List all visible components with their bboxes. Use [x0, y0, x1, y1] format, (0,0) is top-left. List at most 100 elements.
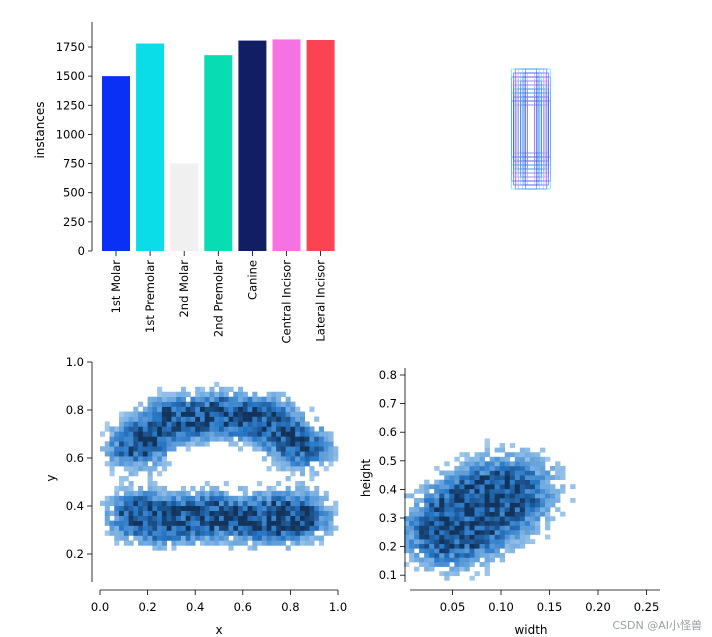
heat-cell	[223, 411, 229, 417]
heat-cell	[464, 530, 470, 535]
heat-cell	[261, 401, 267, 407]
heat-cell	[242, 421, 248, 427]
heat-cell	[434, 484, 440, 490]
heat-cell	[114, 436, 120, 442]
heat-cell	[514, 461, 521, 467]
heat-cell	[534, 511, 541, 517]
heat-cell	[114, 520, 120, 526]
heat-cell	[257, 416, 263, 422]
heat-cell	[195, 401, 201, 407]
heat-cell	[204, 436, 210, 442]
heat-cell	[223, 505, 229, 511]
heat-cell	[328, 515, 334, 521]
heat-cell	[424, 479, 430, 485]
heat-cell	[204, 490, 210, 497]
heat-cell	[429, 525, 435, 531]
heat-cell	[209, 490, 215, 497]
overlay-box	[527, 72, 535, 186]
heat-cell	[199, 520, 206, 526]
heat-cell	[157, 515, 163, 521]
heat-cell	[424, 502, 430, 508]
heat-cell	[171, 525, 177, 531]
heat-cell	[209, 530, 215, 536]
heat-cell	[323, 490, 329, 497]
heat-cell	[138, 411, 144, 417]
heat-cell	[444, 461, 450, 467]
heat-cell	[469, 465, 475, 471]
heat-cell	[534, 516, 541, 522]
heat-cell	[114, 505, 120, 511]
heat-cell	[570, 484, 576, 490]
heat-cell	[499, 516, 506, 522]
heat-cell	[128, 456, 134, 462]
heat-cell	[276, 431, 282, 437]
heat-cell	[524, 465, 531, 471]
heat-cell	[529, 502, 536, 508]
heat-cell	[499, 497, 506, 503]
heat-cell	[266, 520, 272, 526]
heat-cell	[199, 416, 206, 422]
heat-cell	[257, 490, 263, 497]
heat-cell	[257, 441, 263, 447]
heat-cell	[560, 475, 566, 480]
heat-cell	[555, 475, 561, 480]
heat-cell	[104, 510, 110, 516]
heat-cell	[414, 525, 420, 531]
heat-cell	[214, 520, 220, 526]
heat-cell	[309, 436, 315, 442]
heat-cell	[539, 470, 546, 476]
heat-cell	[489, 525, 495, 531]
heat-cell	[123, 431, 129, 437]
wh-heatmap-cells	[404, 438, 576, 581]
heat-cell	[304, 525, 310, 531]
heat-cell	[280, 510, 286, 516]
heat-cell	[242, 530, 248, 536]
heat-cell	[524, 539, 531, 545]
heat-cell	[276, 461, 282, 467]
heat-cell	[190, 510, 196, 516]
heat-cell	[133, 451, 139, 457]
heat-cell	[138, 431, 144, 437]
heat-cell	[299, 540, 305, 546]
heat-cell	[489, 470, 495, 476]
heat-cell	[299, 480, 305, 487]
heat-cell	[479, 456, 485, 462]
heat-cell	[290, 401, 296, 407]
heat-cell	[180, 406, 186, 412]
heat-cell	[266, 466, 272, 472]
heat-cell	[195, 421, 201, 427]
heat-cell	[180, 530, 186, 536]
heat-cell	[409, 557, 415, 563]
heat-cell	[550, 475, 556, 480]
heat-cell	[166, 446, 172, 452]
overlay-box	[514, 100, 548, 158]
heat-cell	[114, 525, 120, 531]
heat-cell	[138, 485, 144, 492]
heat-cell	[529, 516, 536, 522]
heat-cell	[479, 511, 485, 517]
heat-cell	[209, 431, 215, 437]
wh-y-tick-label: 0.8	[379, 368, 397, 382]
heat-cell	[266, 391, 272, 397]
heat-cell	[157, 535, 163, 541]
heat-cell	[479, 543, 485, 549]
heat-cell	[469, 548, 475, 554]
heat-cell	[304, 421, 310, 427]
heat-cell	[434, 548, 440, 554]
heat-cell	[190, 505, 196, 511]
heat-cell	[419, 539, 425, 545]
heat-cell	[157, 401, 163, 407]
heat-cell	[333, 510, 339, 516]
heat-cell	[280, 490, 286, 497]
heat-cell	[119, 411, 125, 417]
heat-cell	[304, 426, 310, 432]
heat-cell	[133, 406, 139, 412]
heat-cell	[147, 421, 153, 427]
heat-cell	[252, 446, 258, 452]
heat-cell	[323, 431, 329, 437]
heat-cell	[524, 511, 531, 517]
heat-cell	[459, 566, 465, 572]
heat-cell	[454, 502, 460, 508]
heat-cell	[142, 456, 148, 462]
heat-cell	[166, 431, 172, 437]
